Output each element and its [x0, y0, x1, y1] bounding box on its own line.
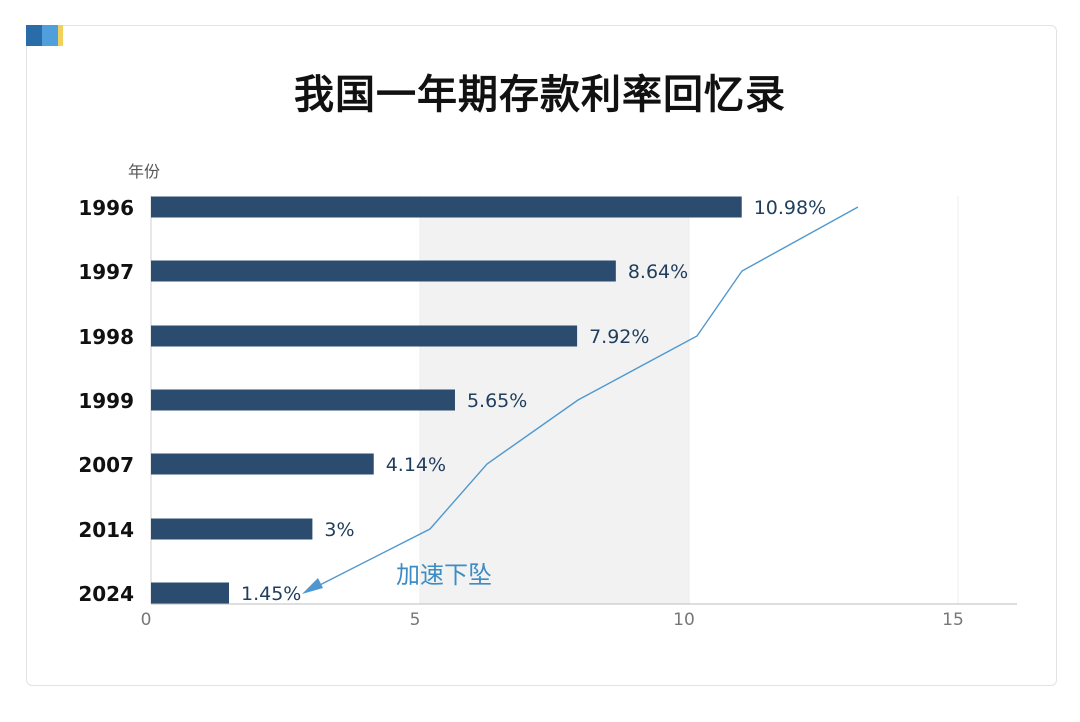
x-tick-label: 0: [141, 610, 152, 630]
category-label: 1999: [78, 389, 134, 413]
category-label: 1997: [78, 260, 134, 284]
value-label: 1.45%: [241, 583, 301, 605]
category-label: 2024: [78, 582, 134, 606]
bar: [151, 582, 230, 604]
category-label: 1996: [78, 196, 134, 220]
value-label: 4.14%: [386, 454, 446, 476]
x-tick-label: 15: [942, 610, 964, 630]
annotation-label: 加速下坠: [396, 561, 492, 589]
bar: [151, 196, 742, 218]
x-tick-label: 5: [410, 610, 421, 630]
x-tick-label: 10: [673, 610, 695, 630]
value-label: 10.98%: [754, 197, 826, 219]
bar: [151, 260, 616, 282]
bar: [151, 453, 374, 475]
y-axis-label: 年份: [128, 162, 160, 181]
bar: [151, 518, 313, 540]
category-label: 1998: [78, 325, 134, 349]
corner-accent: [26, 25, 63, 46]
category-label: 2007: [78, 453, 134, 477]
value-label: 8.64%: [628, 261, 688, 283]
trend-arrowhead: [302, 578, 323, 594]
category-label: 2014: [78, 518, 134, 542]
bar: [151, 325, 578, 347]
trend-arrow-line: [307, 206, 859, 592]
chart-title: 我国一年期存款利率回忆录: [294, 72, 786, 118]
value-label: 7.92%: [589, 326, 649, 348]
value-label: 5.65%: [467, 390, 527, 412]
value-label: 3%: [324, 519, 354, 541]
bar: [151, 389, 455, 411]
